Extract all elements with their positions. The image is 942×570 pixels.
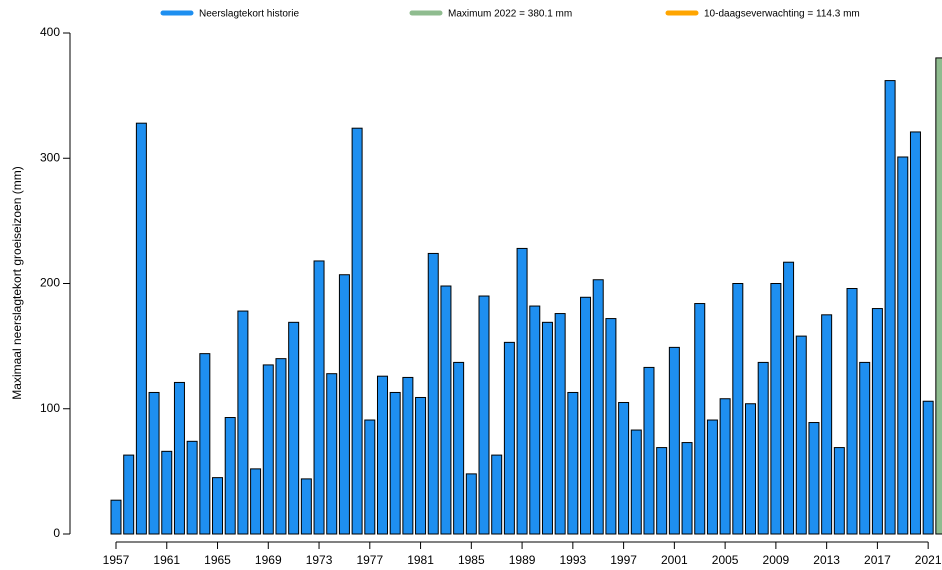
bar: [821, 314, 833, 535]
bar: [757, 361, 769, 535]
bar: [592, 279, 604, 535]
bar: [453, 361, 465, 535]
x-tick-label: 2013: [813, 553, 840, 567]
x-tick-label: 1973: [306, 553, 333, 567]
bar: [732, 283, 744, 535]
x-tick-label: 1981: [407, 553, 434, 567]
x-tick-label: 1989: [509, 553, 536, 567]
y-axis-label: Maximaal neerslagtekort groeiseizoen (mm…: [10, 166, 24, 399]
bar: [224, 417, 236, 535]
bar: [364, 419, 376, 535]
x-tick-label: 2017: [864, 553, 891, 567]
x-tick-label: 2005: [712, 553, 739, 567]
bar: [694, 303, 706, 535]
legend-label: 10-daagseverwachting = 114.3 mm: [704, 9, 860, 20]
bar: [402, 376, 414, 535]
x-tick-label: 1965: [204, 553, 231, 567]
bar: [351, 127, 363, 535]
bar: [288, 321, 300, 535]
bar: [338, 274, 350, 535]
bar: [643, 366, 655, 535]
y-tick-label: 400: [40, 25, 60, 39]
bar: [554, 313, 566, 535]
x-tick-label: 1997: [610, 553, 637, 567]
bar: [808, 422, 820, 535]
bar: [871, 308, 883, 535]
legend-label: Maximum 2022 = 380.1 mm: [448, 9, 572, 20]
bar: [783, 261, 795, 535]
legend-label: Neerslagtekort historie: [199, 9, 299, 20]
bar: [326, 373, 338, 535]
bar: [173, 381, 185, 535]
bar: [199, 353, 211, 535]
bar: [123, 454, 135, 535]
bar: [859, 361, 871, 535]
bar: [440, 285, 452, 535]
x-tick-label: 1957: [103, 553, 130, 567]
bar: [605, 318, 617, 535]
bar: [922, 400, 934, 535]
bar: [529, 305, 541, 535]
bar: [237, 310, 249, 535]
bar: [706, 419, 718, 535]
bar: [745, 403, 756, 535]
bar: [415, 396, 427, 535]
bar: [516, 247, 528, 535]
bar: [110, 499, 122, 535]
y-tick-label: 200: [40, 276, 60, 290]
bar: [262, 364, 274, 535]
bar: [580, 296, 592, 535]
bar: [795, 335, 807, 535]
bar: [300, 478, 312, 535]
bar: [186, 440, 198, 535]
bar: [719, 398, 731, 535]
x-tick-label: 1977: [356, 553, 383, 567]
bar: [935, 57, 942, 535]
bar: [567, 391, 579, 535]
x-tick-label: 1993: [559, 553, 586, 567]
bar: [630, 429, 642, 535]
bar: [884, 80, 896, 535]
y-tick-label: 100: [40, 401, 60, 415]
bar: [833, 447, 845, 535]
bar: [618, 401, 630, 535]
bar: [478, 295, 490, 535]
bar: [770, 283, 782, 535]
bar: [161, 450, 173, 535]
bar: [376, 375, 388, 535]
x-tick-label: 1969: [255, 553, 282, 567]
x-tick-label: 1961: [153, 553, 180, 567]
bar: [503, 341, 515, 535]
x-tick-label: 2021: [915, 553, 942, 567]
bar: [668, 346, 680, 535]
bar: [681, 442, 693, 535]
bar: [313, 260, 325, 535]
bar: [212, 477, 224, 535]
bar: [491, 454, 503, 535]
x-tick-label: 2001: [661, 553, 688, 567]
bar: [465, 473, 477, 535]
bar: [427, 252, 439, 535]
y-tick-label: 300: [40, 150, 60, 164]
bar: [135, 122, 147, 535]
x-tick-label: 1985: [458, 553, 485, 567]
bar: [275, 358, 287, 535]
bar: [897, 156, 909, 535]
bar: [909, 131, 921, 535]
x-tick-label: 2009: [763, 553, 790, 567]
bar: [846, 288, 858, 535]
bar: [250, 468, 262, 535]
y-tick-label: 0: [53, 526, 60, 540]
bar: [148, 391, 160, 535]
bar: [541, 321, 553, 535]
bar: [656, 447, 668, 535]
bar: [389, 391, 401, 535]
